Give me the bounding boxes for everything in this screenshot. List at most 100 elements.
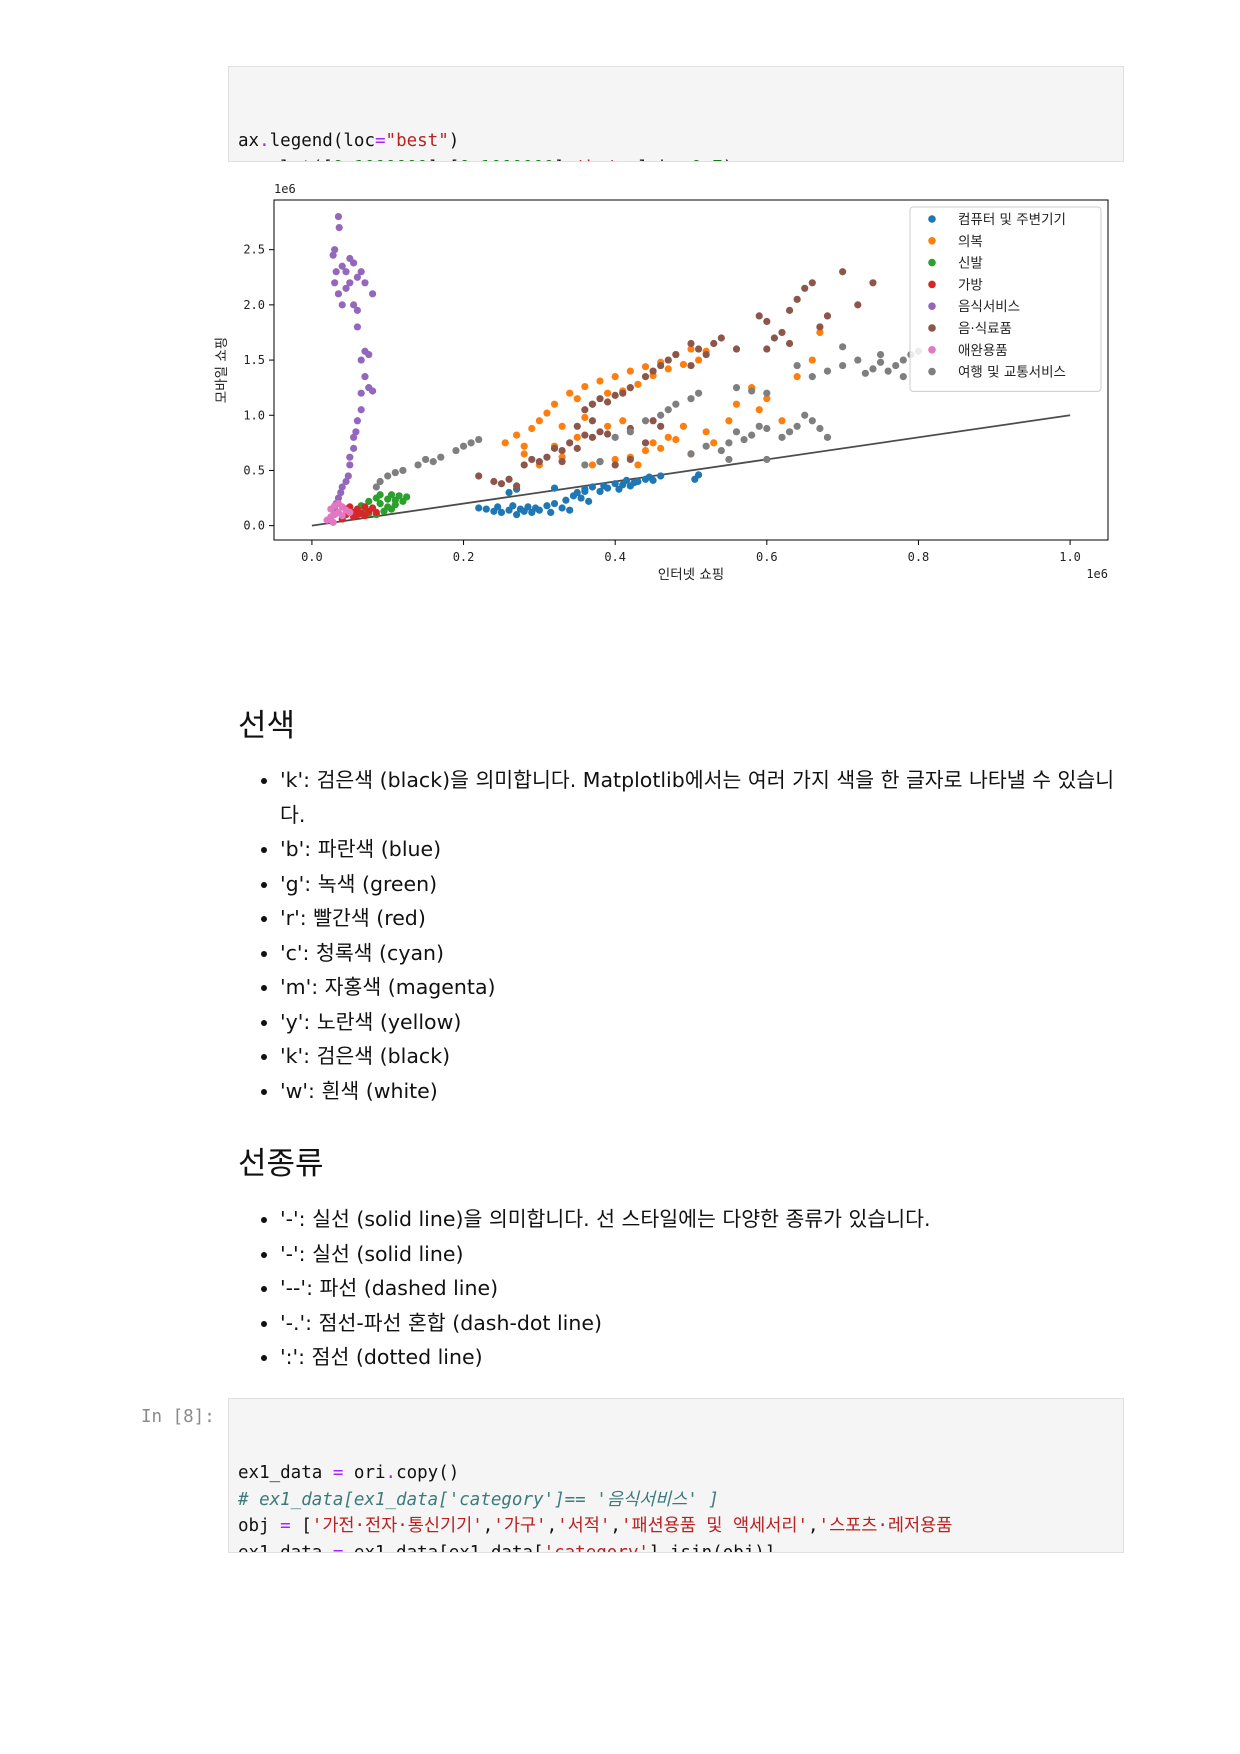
legend-marker xyxy=(928,258,936,267)
styles-list: '-': 실선 (solid line)을 의미합니다. 선 스타일에는 다양한… xyxy=(238,1202,1130,1375)
code-editor[interactable]: ex1_data = ori.copy() # ex1_data[ex1_data… xyxy=(238,1460,1115,1553)
data-point xyxy=(763,424,771,433)
code-token: ],[ xyxy=(428,158,460,162)
data-point xyxy=(664,433,672,441)
data-point xyxy=(679,360,688,369)
data-point xyxy=(869,365,877,373)
data-point xyxy=(467,439,475,447)
data-point xyxy=(365,350,373,359)
data-point xyxy=(755,422,763,430)
data-point xyxy=(513,482,521,490)
code-token: legend(loc xyxy=(269,131,375,151)
legend-label: 가방 xyxy=(958,277,983,293)
data-point xyxy=(331,246,339,254)
data-point xyxy=(641,439,650,447)
code-token: . xyxy=(659,1542,671,1553)
data-point xyxy=(725,455,733,464)
series-6 xyxy=(323,499,354,526)
data-point xyxy=(611,461,619,469)
data-point xyxy=(755,406,763,414)
data-point xyxy=(332,268,340,276)
data-point xyxy=(634,461,642,469)
data-point xyxy=(346,279,354,287)
data-point xyxy=(581,406,589,414)
data-point xyxy=(353,417,361,425)
data-point xyxy=(338,512,346,520)
data-point xyxy=(619,417,627,425)
data-point xyxy=(755,312,763,320)
data-point xyxy=(524,503,532,511)
code-cell-input[interactable]: ex1_data = ori.copy() # ex1_data[ex1_data… xyxy=(228,1398,1124,1553)
data-point xyxy=(588,417,597,425)
code-line: ax.legend(loc="best") xyxy=(238,128,1115,155)
data-point xyxy=(717,446,725,455)
data-point xyxy=(611,455,619,464)
data-point xyxy=(657,422,665,430)
code-token: 1000000 xyxy=(354,158,428,162)
data-point xyxy=(619,389,627,397)
legend-marker xyxy=(928,302,936,310)
data-point xyxy=(694,389,703,397)
code-cell-top[interactable]: ax.legend(loc="best")ax.plot([0,1000000]… xyxy=(228,66,1124,162)
data-point xyxy=(573,444,581,452)
series-0 xyxy=(475,471,703,519)
data-point xyxy=(573,422,581,430)
data-point xyxy=(342,477,350,486)
data-point xyxy=(763,317,771,326)
data-point xyxy=(344,472,352,480)
code-line: # ex1_data[ex1_data['category']== '음식서비스… xyxy=(238,1487,1115,1514)
code-token: , xyxy=(807,1516,819,1536)
code-token: # ex1_data[ex1_data['category']== '음식서비스… xyxy=(238,1489,719,1510)
data-point xyxy=(338,262,346,270)
legend-marker xyxy=(928,215,936,223)
data-point xyxy=(596,428,604,436)
data-point xyxy=(854,356,862,364)
scatter-chart: 0.0 0.2 0.4 0.6 0.8 1.0 0.0 0.5 1.0 1.5 2.0 2.5 1e6 1… xyxy=(214,182,1109,583)
data-point xyxy=(334,494,343,502)
code-token: plot([ xyxy=(270,158,333,162)
data-point xyxy=(550,444,559,452)
x-tick-label: 0.6 xyxy=(756,550,778,564)
code-editor[interactable]: ax.legend(loc="best")ax.plot([0,1000000]… xyxy=(238,128,1115,162)
data-point xyxy=(494,503,502,511)
data-point xyxy=(452,446,460,455)
data-point xyxy=(505,488,513,497)
data-point xyxy=(785,428,794,436)
data-point xyxy=(604,430,612,438)
data-point xyxy=(604,398,612,406)
list-item: 'b': 파란색 (blue) xyxy=(280,832,1130,867)
code-line: ax.plot([0,1000000],[0,1000000],'k-',alp… xyxy=(238,155,1115,162)
data-point xyxy=(352,428,360,436)
data-point xyxy=(823,367,832,375)
code-token: 1000000 xyxy=(480,158,554,162)
data-point xyxy=(335,223,343,232)
data-point xyxy=(350,301,358,309)
data-point xyxy=(543,453,551,461)
data-point xyxy=(748,387,756,395)
code-line: ex1_data = ex1_data[ex1_data['category']… xyxy=(238,1540,1115,1553)
data-point xyxy=(475,472,483,480)
data-point xyxy=(657,361,665,370)
data-point xyxy=(429,458,437,466)
data-point xyxy=(778,433,786,441)
legend-marker xyxy=(928,324,936,332)
code-token: 0 xyxy=(333,158,344,162)
colors-list: 'k': 검은색 (black)을 의미합니다. Matplotlib에서는 여… xyxy=(238,763,1130,1108)
data-point xyxy=(672,435,680,444)
code-token: '스포츠·레저용품 xyxy=(818,1516,953,1536)
data-point xyxy=(566,439,574,447)
data-point xyxy=(497,480,506,488)
code-token: 'k-' xyxy=(575,158,617,162)
x-tick-label: 0.4 xyxy=(604,550,626,564)
code-token: ) xyxy=(448,131,460,151)
data-point xyxy=(801,411,809,419)
list-item: '-': 실선 (solid line)을 의미합니다. 선 스타일에는 다양한… xyxy=(280,1202,1130,1237)
data-point xyxy=(528,455,536,464)
legend-marker xyxy=(928,346,936,354)
data-point xyxy=(634,380,642,388)
code-token: ], xyxy=(554,158,575,162)
data-point xyxy=(566,506,574,514)
data-point xyxy=(337,488,345,497)
data-point xyxy=(585,497,593,505)
data-point xyxy=(513,431,521,439)
